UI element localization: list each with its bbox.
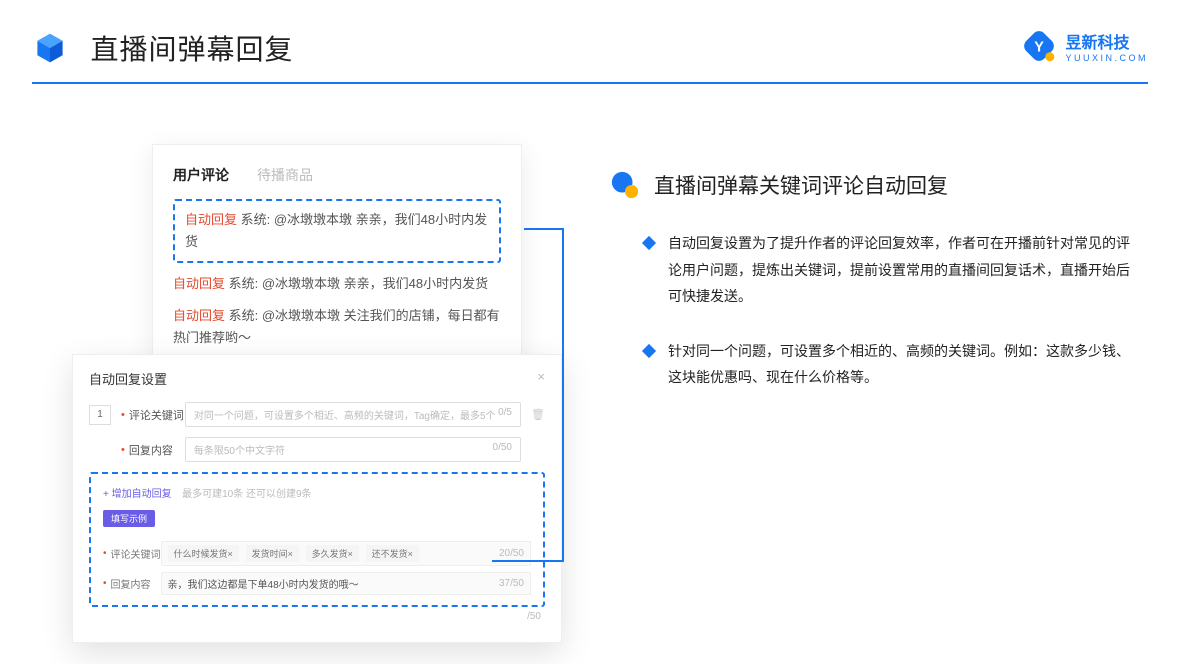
close-icon[interactable]: ×	[537, 369, 545, 388]
bullet-text: 针对同一个问题，可设置多个相近的、高频的关键词。例如：这款多少钱、这块能优惠吗、…	[668, 338, 1130, 391]
chat-icon	[610, 170, 640, 200]
reply-input[interactable]: 每条限50个中文字符 0/50	[185, 437, 521, 462]
tag[interactable]: 多久发货×	[306, 545, 359, 562]
connector-line	[524, 228, 564, 230]
example-block: + 增加自动回复 最多可建10条 还可以创建9条 填写示例 • 评论关键词 什么…	[89, 472, 545, 607]
bullet-text: 自动回复设置为了提升作者的评论回复效率，作者可在开播前针对常见的评论用户问题，提…	[668, 230, 1130, 310]
field-label: 回复内容	[111, 576, 161, 591]
modal-title: 自动回复设置	[89, 369, 167, 388]
example-row: • 评论关键词 什么时候发货× 发货时间× 多久发货× 还不发货× 20/50	[103, 541, 531, 566]
brand-name: 昱新科技	[1065, 29, 1148, 53]
comments-card: 用户评论 待播商品 自动回复 系统: @冰墩墩本墩 亲亲，我们48小时内发货 自…	[152, 144, 522, 374]
highlighted-comment: 自动回复 系统: @冰墩墩本墩 亲亲，我们48小时内发货	[173, 199, 501, 263]
add-row: + 增加自动回复 最多可建10条 还可以创建9条	[103, 484, 531, 502]
comment-row: 自动回复 系统: @冰墩墩本墩 关注我们的店铺，每日都有热门推荐哟～	[173, 305, 501, 349]
counter: 20/50	[499, 548, 524, 559]
example-badge: 填写示例	[103, 510, 155, 527]
connector-line	[562, 228, 564, 562]
connector-line	[492, 560, 564, 562]
field-label: 回复内容	[129, 442, 185, 458]
cube-logo-icon	[32, 30, 68, 66]
counter: 0/5	[498, 407, 512, 422]
form-row: • 回复内容 每条限50个中文字符 0/50	[89, 437, 545, 462]
header-divider	[32, 82, 1148, 84]
section-header: 直播间弹幕关键词评论自动回复	[610, 170, 1130, 200]
section-title: 直播间弹幕关键词评论自动回复	[654, 170, 948, 200]
placeholder: 每条限50个中文字符	[194, 442, 285, 457]
counter: 37/50	[499, 578, 524, 589]
brand: Y 昱新科技 YUUXIN.COM	[1021, 28, 1148, 64]
counter: 0/50	[493, 442, 512, 457]
page-title: 直播间弹幕回复	[90, 28, 293, 68]
keyword-input[interactable]: 对同一个问题，可设置多个相近、高频的关键词，Tag确定，最多5个 0/5	[185, 402, 521, 427]
add-auto-reply-link[interactable]: + 增加自动回复	[103, 489, 172, 500]
tag[interactable]: 还不发货×	[366, 545, 419, 562]
right-content: 直播间弹幕关键词评论自动回复 自动回复设置为了提升作者的评论回复效率，作者可在开…	[610, 170, 1130, 419]
tabs: 用户评论 待播商品	[173, 165, 501, 185]
outer-counter: /50	[89, 611, 545, 622]
add-note: 最多可建10条 还可以创建9条	[182, 489, 311, 500]
delete-icon[interactable]: 🗑	[531, 408, 545, 421]
field-label: 评论关键词	[129, 407, 185, 423]
row-number: 1	[89, 405, 111, 425]
svg-text:Y: Y	[1035, 39, 1045, 55]
tab-comments[interactable]: 用户评论	[173, 165, 229, 185]
required-dot: •	[121, 409, 125, 421]
required-dot: •	[121, 444, 125, 456]
brand-logo-icon: Y	[1021, 28, 1057, 64]
diamond-icon	[642, 236, 656, 250]
modal-header: 自动回复设置 ×	[89, 369, 545, 388]
settings-modal: 自动回复设置 × 1 • 评论关键词 对同一个问题，可设置多个相近、高频的关键词…	[72, 354, 562, 643]
comment-row: 自动回复 系统: @冰墩墩本墩 亲亲，我们48小时内发货	[173, 273, 501, 295]
placeholder: 对同一个问题，可设置多个相近、高频的关键词，Tag确定，最多5个	[194, 407, 496, 422]
form-row: 1 • 评论关键词 对同一个问题，可设置多个相近、高频的关键词，Tag确定，最多…	[89, 402, 545, 427]
example-row: • 回复内容 亲，我们这边都是下单48小时内发货的哦～ 37/50	[103, 572, 531, 595]
tag[interactable]: 发货时间×	[246, 545, 299, 562]
example-keyword-input[interactable]: 什么时候发货× 发货时间× 多久发货× 还不发货× 20/50	[161, 541, 531, 566]
example-reply-input[interactable]: 亲，我们这边都是下单48小时内发货的哦～ 37/50	[161, 572, 531, 595]
tab-products[interactable]: 待播商品	[257, 165, 313, 185]
tags-container: 什么时候发货× 发货时间× 多久发货× 还不发货×	[168, 545, 423, 562]
example-text: 亲，我们这边都是下单48小时内发货的哦～	[168, 576, 359, 591]
auto-reply-badge: 自动回复	[173, 276, 225, 291]
required-dot: •	[103, 578, 107, 589]
page-header: 直播间弹幕回复 Y 昱新科技 YUUXIN.COM	[32, 28, 1148, 68]
bullet-item: 针对同一个问题，可设置多个相近的、高频的关键词。例如：这款多少钱、这块能优惠吗、…	[610, 338, 1130, 391]
bullet-item: 自动回复设置为了提升作者的评论回复效率，作者可在开播前针对常见的评论用户问题，提…	[610, 230, 1130, 310]
field-label: 评论关键词	[111, 546, 161, 561]
diamond-icon	[642, 344, 656, 358]
tag[interactable]: 什么时候发货×	[168, 545, 239, 562]
comment-row: 自动回复 系统: @冰墩墩本墩 亲亲，我们48小时内发货	[185, 209, 489, 253]
auto-reply-badge: 自动回复	[185, 212, 237, 227]
brand-sub: YUUXIN.COM	[1065, 53, 1148, 63]
auto-reply-badge: 自动回复	[173, 308, 225, 323]
required-dot: •	[103, 548, 107, 559]
comment-text: 系统: @冰墩墩本墩 亲亲，我们48小时内发货	[229, 276, 489, 291]
